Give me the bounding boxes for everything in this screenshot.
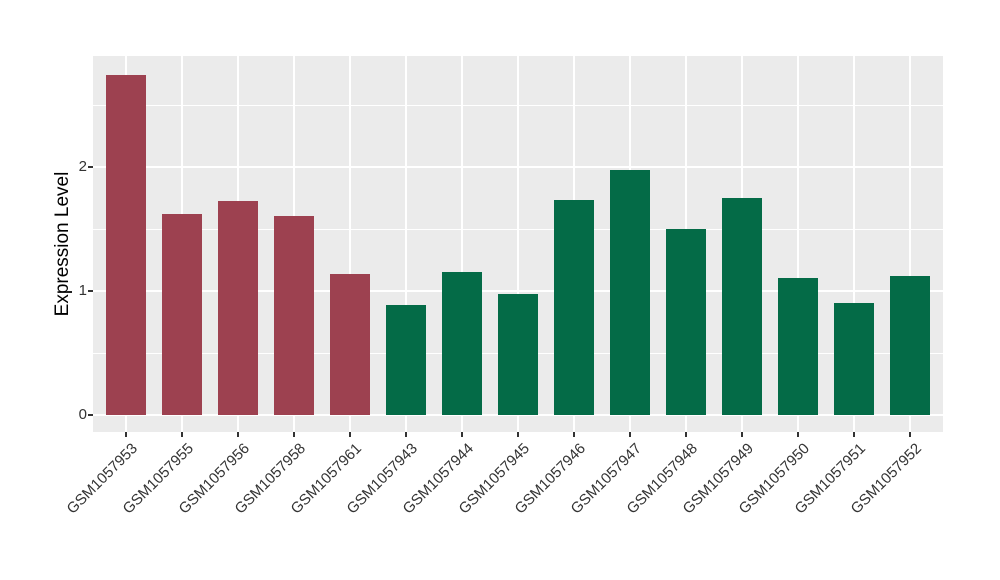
x-tick-mark: [908, 432, 911, 437]
x-tick-mark: [124, 432, 127, 437]
y-axis-title: Expression Level: [52, 171, 73, 317]
x-tick-mark: [572, 432, 575, 437]
x-tick-mark: [796, 432, 799, 437]
bar: [217, 201, 258, 415]
x-tick-mark: [740, 432, 743, 437]
bar: [609, 170, 650, 415]
y-tick-label: 1: [78, 281, 87, 299]
vertical-gridline: [460, 56, 463, 432]
x-tick-mark: [292, 432, 295, 437]
y-tick-label: 0: [78, 405, 87, 423]
y-tick-mark: [88, 413, 93, 416]
vertical-gridline: [796, 56, 799, 432]
x-tick-mark: [180, 432, 183, 437]
x-tick-mark: [852, 432, 855, 437]
bar: [553, 199, 594, 415]
y-tick-mark: [88, 165, 93, 168]
bar: [441, 271, 482, 415]
bar: [497, 294, 538, 415]
vertical-gridline: [516, 56, 519, 432]
vertical-gridline: [852, 56, 855, 432]
x-tick-mark: [460, 432, 463, 437]
bar: [721, 197, 762, 415]
vertical-gridline: [908, 56, 911, 432]
plot-panel: [93, 56, 943, 432]
bar: [329, 274, 370, 415]
bar: [777, 278, 818, 415]
vertical-gridline: [404, 56, 407, 432]
bar: [273, 216, 314, 415]
bar: [889, 275, 930, 415]
y-tick-mark: [88, 289, 93, 292]
x-tick-mark: [684, 432, 687, 437]
vertical-gridline: [348, 56, 351, 432]
bar: [833, 302, 874, 415]
y-tick-label: 2: [78, 157, 87, 175]
x-tick-mark: [404, 432, 407, 437]
bar: [105, 74, 146, 415]
x-tick-mark: [516, 432, 519, 437]
bar: [385, 305, 426, 415]
x-tick-mark: [348, 432, 351, 437]
x-tick-mark: [236, 432, 239, 437]
bar: [665, 228, 706, 415]
bar: [161, 213, 202, 415]
x-tick-mark: [628, 432, 631, 437]
